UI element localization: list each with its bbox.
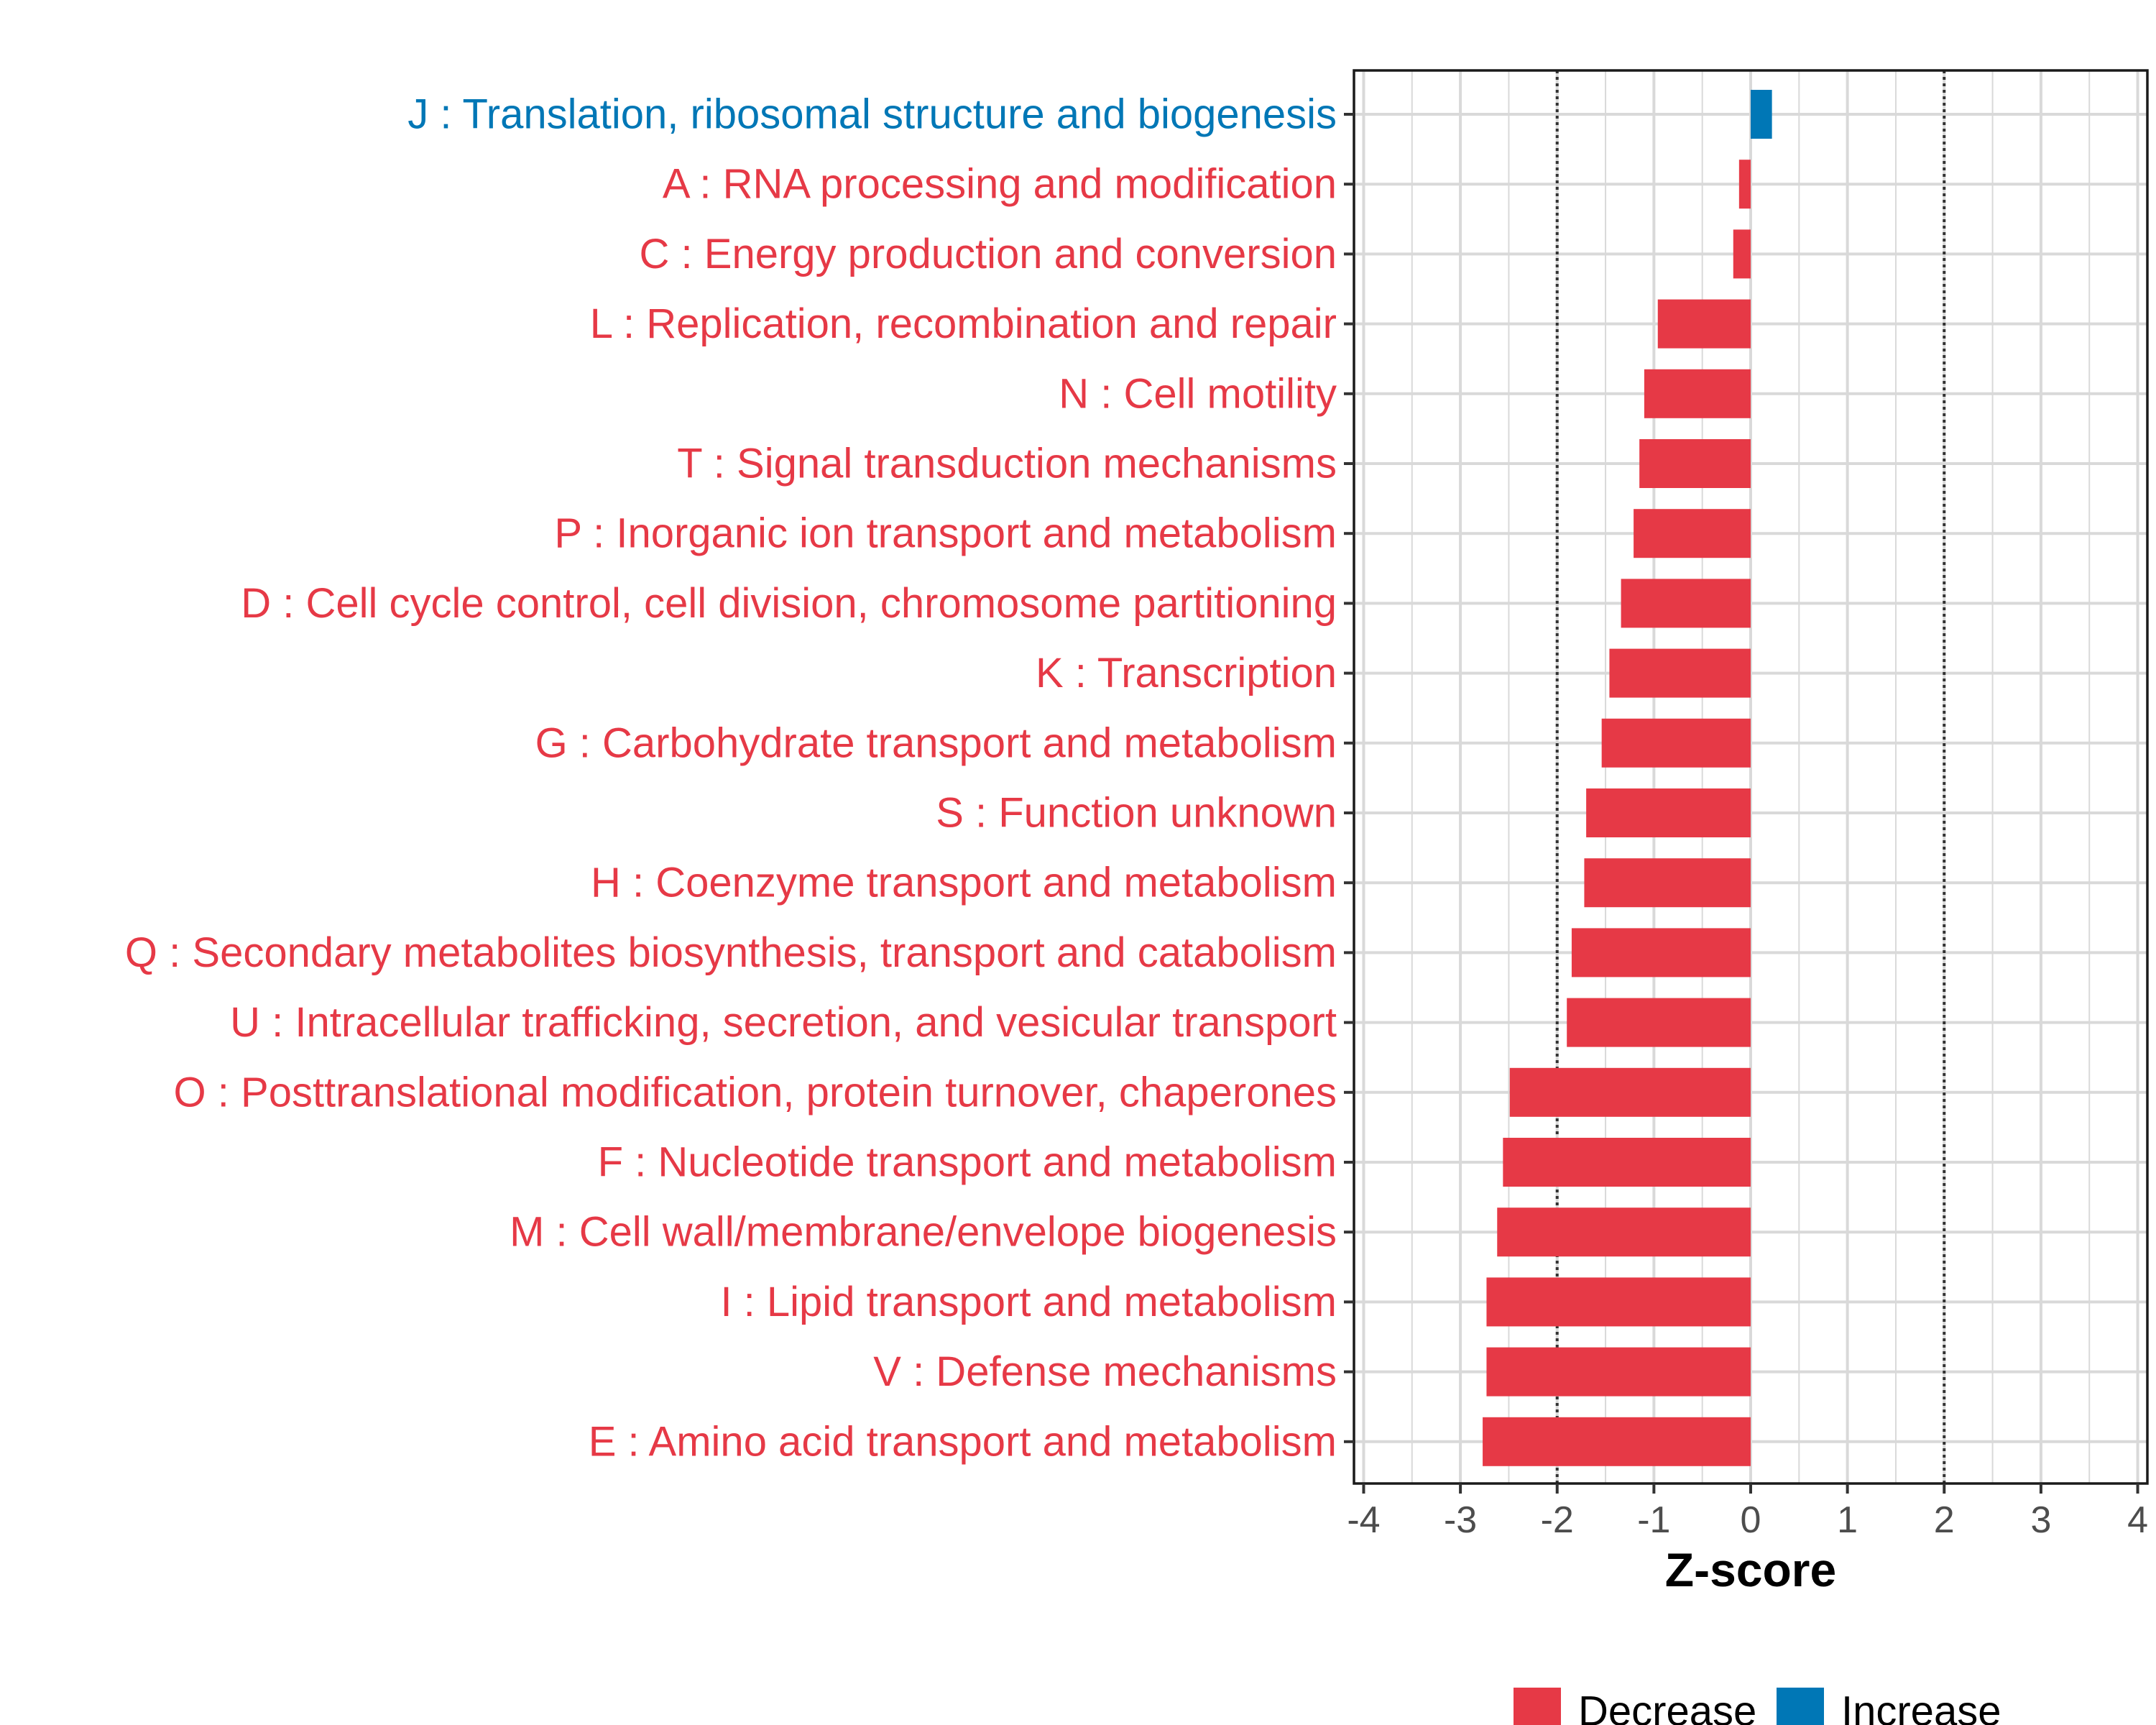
category-label: I : Lipid transport and metabolism	[720, 1279, 1337, 1325]
x-tick-label: -3	[1444, 1499, 1477, 1541]
category-label: C : Energy production and conversion	[640, 231, 1337, 277]
legend: Decrease Increase	[1514, 1688, 2001, 1725]
x-axis-ticks	[1362, 1484, 2139, 1494]
bar	[1483, 1417, 1751, 1466]
category-label: F : Nucleotide transport and metabolism	[598, 1139, 1337, 1186]
bar	[1503, 1138, 1751, 1187]
category-label: J : Translation, ribosomal structure and…	[407, 91, 1337, 138]
bar	[1497, 1208, 1751, 1257]
x-tick-label: -1	[1637, 1499, 1670, 1541]
category-label: L : Replication, recombination and repai…	[590, 300, 1337, 347]
x-axis-tick-labels: -4 -3 -2 -1 0 1 2 3 4	[1347, 1499, 2148, 1541]
x-tick-label: 1	[1837, 1499, 1858, 1541]
bar	[1486, 1277, 1751, 1327]
category-label: A : RNA processing and modification	[663, 161, 1337, 208]
x-axis-title: Z-score	[1665, 1543, 1836, 1596]
category-label: D : Cell cycle control, cell division, c…	[241, 580, 1337, 627]
category-label: V : Defense mechanisms	[873, 1348, 1337, 1395]
category-label: E : Amino acid transport and metabolism	[589, 1418, 1337, 1465]
x-tick-label: 4	[2127, 1499, 2148, 1541]
legend-label: Increase	[1841, 1688, 2001, 1725]
legend-swatch	[1777, 1688, 1824, 1725]
bar	[1609, 648, 1751, 698]
category-label: S : Function unknown	[936, 790, 1337, 837]
bar	[1733, 229, 1751, 279]
bar	[1639, 439, 1751, 488]
bar	[1751, 90, 1772, 139]
x-tick-label: -4	[1347, 1499, 1380, 1541]
bar	[1738, 160, 1751, 209]
bar	[1567, 998, 1751, 1047]
bar	[1584, 858, 1751, 908]
bars	[1483, 90, 1772, 1466]
category-label: P : Inorganic ion transport and metaboli…	[554, 510, 1337, 557]
x-tick-label: -2	[1541, 1499, 1574, 1541]
legend-label: Decrease	[1578, 1688, 1756, 1725]
category-label: Q : Secondary metabolites biosynthesis, …	[125, 929, 1337, 976]
bar	[1571, 928, 1751, 978]
y-axis-category-labels: J : Translation, ribosomal structure and…	[125, 91, 1337, 1466]
category-label: M : Cell wall/membrane/envelope biogenes…	[510, 1209, 1337, 1256]
bar	[1601, 718, 1751, 768]
bar	[1657, 299, 1751, 349]
bar	[1509, 1067, 1751, 1117]
bar	[1621, 579, 1751, 628]
category-label: G : Carbohydrate transport and metabolis…	[535, 719, 1337, 766]
category-label: H : Coenzyme transport and metabolism	[591, 860, 1337, 906]
bar	[1486, 1347, 1751, 1397]
category-label: O : Posttranslational modification, prot…	[174, 1069, 1337, 1116]
x-tick-label: 3	[2030, 1499, 2051, 1541]
category-label: K : Transcription	[1036, 650, 1337, 696]
y-axis-ticks	[1344, 113, 1354, 1443]
bar	[1634, 509, 1751, 558]
category-label: U : Intracellular trafficking, secretion…	[230, 999, 1337, 1046]
category-label: N : Cell motility	[1059, 370, 1337, 417]
bar	[1644, 369, 1751, 418]
bar	[1586, 788, 1751, 837]
x-tick-label: 0	[1741, 1499, 1761, 1541]
category-label: T : Signal transduction mechanisms	[677, 441, 1337, 487]
legend-swatch	[1514, 1688, 1561, 1725]
x-tick-label: 2	[1934, 1499, 1955, 1541]
